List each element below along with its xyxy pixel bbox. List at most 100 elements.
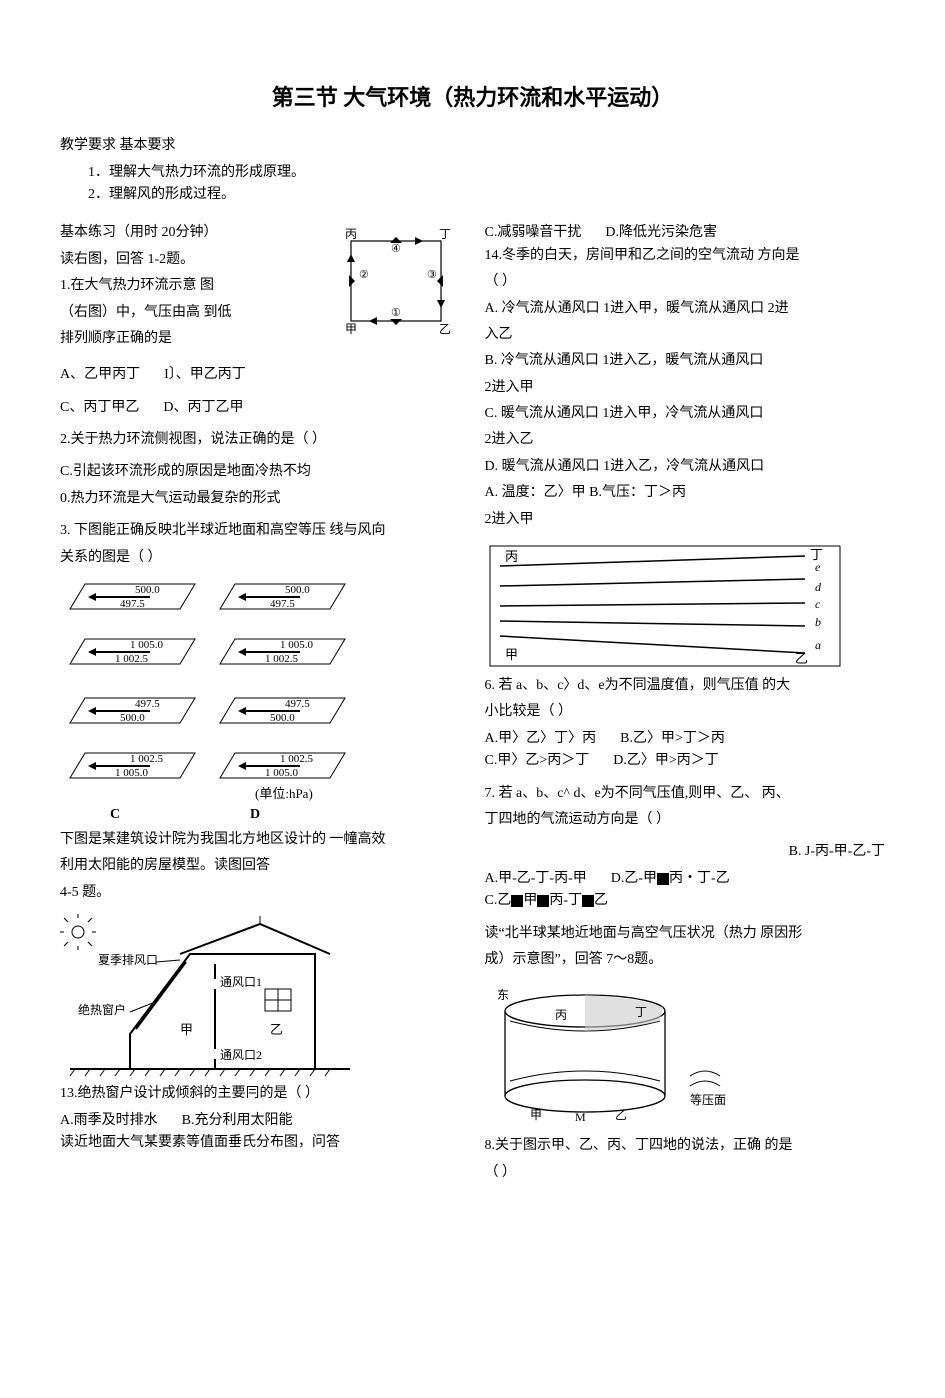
svg-text:绝热窗户: 绝热窗户	[78, 1002, 126, 1017]
q6-opt-b: B.乙〉甲>丁＞丙	[620, 728, 725, 750]
read-fig: 读右图，回答 1-2题。	[60, 249, 323, 271]
svg-text:乙: 乙	[615, 1108, 627, 1122]
circ-3-label: ③	[427, 269, 437, 281]
q14a1: A. 冷气流从通风口 1进入甲，暖气流从通风口 2进	[485, 298, 886, 320]
svg-text:1 005.0: 1 005.0	[265, 767, 299, 779]
q14c1: C. 暖气流从通风口 1进入甲，冷气流从通风口	[485, 403, 886, 425]
svg-text:1 002.5: 1 002.5	[115, 653, 149, 665]
q14a2: 入乙	[485, 324, 886, 346]
q8a: 8.关于图示甲、乙、丙、丁四地的说法，正确 的是	[485, 1135, 886, 1157]
svg-text:b: b	[815, 615, 821, 629]
q14b1: B. 冷气流从通风口 1进入乙，暖气流从通风口	[485, 350, 886, 372]
house-diagram: 夏季排风口 绝热窗户 通风口1 通风口2 甲 乙	[60, 914, 360, 1079]
circulation-diagram: 丙 丁 甲 乙 ④ ② ③ ①	[331, 226, 461, 336]
paren-1: （ ）	[485, 271, 886, 293]
svg-text:丁: 丁	[635, 1005, 647, 1019]
q1-opt-c: C、丙丁甲乙	[60, 397, 139, 419]
q7-opt-a: A.甲-乙-丁-丙-甲	[485, 868, 587, 890]
teaching-req-label: 教学要求 基本要求	[60, 135, 885, 157]
svg-text:通风口1: 通风口1	[220, 975, 262, 989]
svg-text:1 005.0: 1 005.0	[280, 639, 314, 651]
svg-text:夏季排风口: 夏季排风口	[98, 953, 158, 967]
svg-text:c: c	[815, 597, 821, 611]
q7a: 7. 若 a、b、c^ d、e为不同气压值,则甲、乙、 丙、	[485, 783, 886, 805]
q1-opt-b: I〕、甲乙丙丁	[164, 364, 246, 386]
svg-text:1 002.5: 1 002.5	[265, 653, 299, 665]
svg-text:(单位:hPa): (单位:hPa)	[255, 786, 313, 801]
svg-text:497.5: 497.5	[120, 598, 145, 610]
below-c: 4-5 题。	[60, 882, 461, 904]
svg-text:1 005.0: 1 005.0	[115, 767, 149, 779]
svg-text:500.0: 500.0	[120, 712, 145, 724]
q1-opt-a: A、乙甲丙丁	[60, 364, 140, 386]
black-box-icon	[582, 895, 594, 907]
circ-jia-label: 甲	[345, 322, 357, 336]
svg-text:甲: 甲	[530, 1108, 542, 1122]
q6-opt-a: A.甲〉乙〉丁〉丙	[485, 728, 597, 750]
q8b: （ ）	[485, 1162, 886, 1184]
q6a: 6. 若 a、b、c〉d、e为不同温度值，则气压值 的大	[485, 675, 886, 697]
q2: 2.关于热力环流侧视图，说法正确的是（ ）	[60, 429, 461, 451]
svg-text:丙: 丙	[555, 1008, 567, 1022]
read-hemi-1: 读“北半球某地近地面与高空气压状况（热力 原因形	[485, 923, 886, 945]
q6-opt-d: D.乙〉甲>丙＞丁	[613, 750, 719, 772]
circ-1-label: ①	[391, 307, 401, 319]
svg-text:500.0: 500.0	[135, 584, 160, 596]
practice-header: 基本练习（用时 20分钟）	[60, 222, 323, 244]
q14d1: D. 暖气流从通风口 1进入乙，冷气流从通风口	[485, 456, 886, 478]
circ-4-label: ④	[391, 243, 401, 255]
q6-opt-c: C.甲〉乙>丙＞丁	[485, 750, 590, 772]
svg-text:甲: 甲	[505, 647, 518, 662]
svg-text:a: a	[815, 638, 821, 652]
svg-text:500.0: 500.0	[270, 712, 295, 724]
svg-text:甲: 甲	[180, 1022, 193, 1037]
q7-opt-c: C.乙甲丙-丁乙	[485, 890, 886, 912]
q7-opt-d: D.乙-甲丙・丁-乙	[611, 868, 730, 890]
svg-text:497.5: 497.5	[135, 698, 160, 710]
right-column: C.减弱噪音干扰 D.降低光污染危害 14.冬季的白天，房间甲和乙之间的空气流动…	[485, 222, 886, 1188]
svg-text:e: e	[815, 560, 821, 574]
req-item-2: 2．理解风的形成过程。	[88, 184, 885, 206]
svg-text:1 005.0: 1 005.0	[130, 639, 164, 651]
q14c2: 2进入乙	[485, 429, 886, 451]
svg-text:500.0: 500.0	[285, 584, 310, 596]
circ-2-label: ②	[359, 269, 369, 281]
q3-a: 3. 下图能正确反映北半球近地面和高空等压 线与风向	[60, 520, 461, 542]
svg-text:通风口2: 通风口2	[220, 1048, 262, 1062]
opt-c-noise: C.减弱噪音干扰	[485, 222, 582, 244]
q13: 13.绝热窗户设计成倾斜的主要冃的是（ ）	[60, 1083, 461, 1105]
q2-opt-c: C.引起该环流形成的原因是地面冷热不均	[60, 461, 461, 483]
page-title: 第三节 大气环境（热力环流和水平运动）	[60, 80, 885, 115]
temp-line: A. 温度：乙〉甲 B.气压：丁＞丙	[485, 482, 886, 504]
svg-text:乙: 乙	[270, 1022, 283, 1037]
q6b: 小比较是（ ）	[485, 701, 886, 723]
circ-ding-label: 丁	[439, 227, 451, 241]
isoline-fan: 丙 丁 e d c b a 甲 乙	[485, 541, 845, 671]
circ-bing-label: 丙	[345, 227, 357, 241]
svg-text:1 002.5: 1 002.5	[280, 753, 314, 765]
svg-text:丙: 丙	[505, 549, 518, 564]
isobar-grid-top: 500.0 497.5 500.0 497.5 1 005.0 1 002.5	[60, 579, 360, 689]
q13-opt-b: B.充分利用太阳能	[182, 1110, 293, 1132]
svg-text:497.5: 497.5	[270, 598, 295, 610]
q2-opt-d: 0.热力环流是大气运动最复杂的形式	[60, 488, 461, 510]
svg-text:1 002.5: 1 002.5	[130, 753, 164, 765]
svg-text:497.5: 497.5	[285, 698, 310, 710]
below-b: 利用太阳能的房屋模型。读图回答	[60, 855, 461, 877]
dome-diagram: 东 丙 丁 甲 M 乙 等压面	[485, 981, 765, 1131]
q14: 14.冬季的白天，房间甲和乙之间的空气流动 方向是	[485, 245, 886, 267]
svg-text:东: 东	[497, 988, 509, 1002]
q14b2: 2进入甲	[485, 377, 886, 399]
opt-d-light: D.降低光污染危害	[605, 222, 717, 244]
left-column: 基本练习（用时 20分钟） 读右图，回答 1-2题。 1.在大气热力环流示意 图…	[60, 222, 461, 1188]
q1-line-b: （右图）中，气压由高 到低	[60, 302, 323, 324]
svg-text:乙: 乙	[795, 651, 808, 666]
svg-text:M: M	[575, 1110, 586, 1124]
below-a: 下图是某建筑设计院为我国北方地区设计的 一幢高效	[60, 829, 461, 851]
svg-text:d: d	[815, 580, 822, 594]
svg-text:等压面: 等压面	[690, 1093, 726, 1107]
q13-opt-a: A.雨季及时排水	[60, 1110, 158, 1132]
svg-text:C: C	[110, 807, 120, 822]
circ-yi-label: 乙	[439, 322, 451, 336]
isobar-grid-bottom: 497.5 500.0 497.5 500.0 1 002.5 1 005.0	[60, 693, 360, 823]
